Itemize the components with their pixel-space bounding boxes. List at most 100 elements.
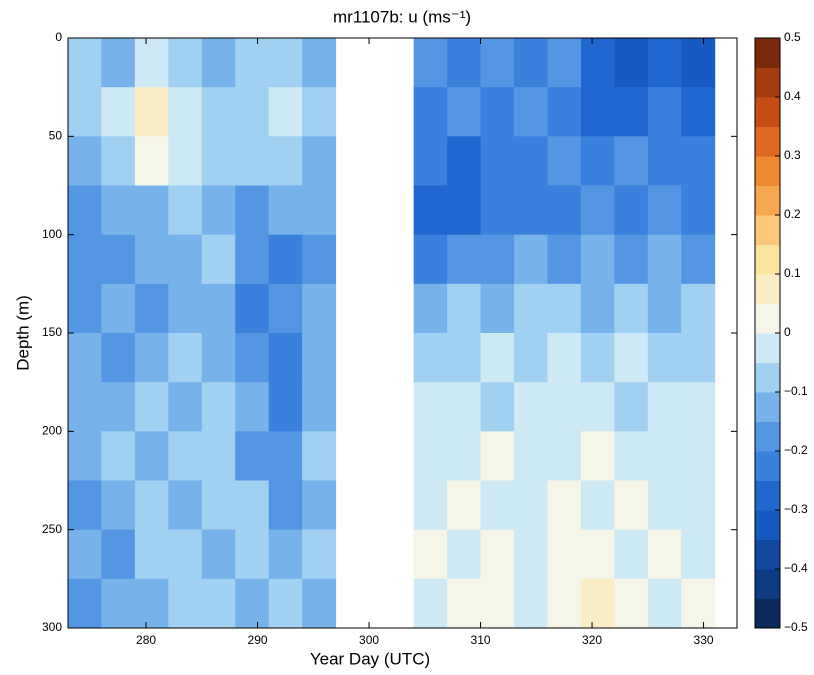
heat-cell [168,529,203,580]
heat-cell [235,529,270,580]
heat-cell [480,136,515,186]
heat-cell [201,38,236,88]
heat-cell [681,578,716,629]
heat-cell [201,87,236,137]
heat-cell [614,578,649,629]
x-tick-label: 300 [359,633,379,647]
heat-cell [647,529,682,580]
heat-cell [447,136,482,186]
heat-cell [647,234,682,285]
heat-cell [413,136,448,186]
heat-cell [268,136,303,186]
heat-cell [168,87,203,137]
x-axis-label: Year Day (UTC) [310,649,430,668]
heat-cell [201,431,236,481]
colorbar-band [755,185,780,216]
colorbar-band [755,333,780,363]
y-tick-label: 100 [42,227,62,241]
heat-cell [302,382,337,432]
heat-cell [447,480,482,531]
heat-cell [101,87,136,137]
colorbar-tick-label: −0.3 [784,502,808,516]
heat-cell [168,431,203,481]
heat-cell [681,529,716,580]
heat-cell [134,87,169,137]
heat-cell [302,87,337,137]
heat-cell [547,87,582,137]
heat-cell [647,333,682,383]
heat-cell [302,185,337,236]
heat-cell [235,185,270,236]
heat-cell [514,136,548,186]
y-tick-label: 200 [42,424,62,438]
heat-cell [235,38,270,88]
colorbar-band [755,569,780,599]
heat-cell [447,382,482,432]
heat-cell [413,431,448,481]
heat-cell [168,333,203,383]
heat-cell [447,578,482,629]
heat-cell [480,185,515,236]
heat-cell [614,234,649,285]
heat-cell [134,333,169,383]
heat-cell [547,382,582,432]
heat-cell [68,529,102,580]
heat-cell [580,578,615,629]
heat-cell [447,234,482,285]
heat-cell [235,480,270,531]
heat-cell [235,234,270,285]
heat-cell [614,431,649,481]
heat-cell [302,480,337,531]
heat-cell [134,234,169,285]
heat-cell [681,87,716,137]
heat-cell [134,480,169,531]
chart-title: mr1107b: u (ms⁻¹) [333,7,471,26]
heat-cell [235,431,270,481]
heat-cell [614,185,649,236]
heat-cell [547,185,582,236]
heat-cell [68,87,102,137]
heat-cell [647,578,682,629]
heat-cell [235,578,270,629]
colorbar-band [755,156,780,186]
heat-cell [580,185,615,236]
heat-cell [514,87,548,137]
colorbar-tick-label: 0.4 [784,89,801,103]
heat-cell [235,283,270,334]
heat-cell [201,529,236,580]
heat-cell [302,578,337,629]
heat-cell [68,431,102,481]
heat-cell [302,529,337,580]
heat-cell [614,87,649,137]
heat-cell [302,333,337,383]
y-tick-label: 50 [49,129,63,143]
heat-cell [647,87,682,137]
colorbar-tick-label: 0.5 [784,30,801,44]
heat-cell [268,333,303,383]
heat-cell [647,480,682,531]
heat-cell [447,185,482,236]
heat-cell [268,38,303,88]
heat-cell [480,283,515,334]
heat-cell [413,529,448,580]
heat-cell [647,185,682,236]
heat-cell [302,38,337,88]
heat-cell [302,283,337,334]
heat-cell [68,578,102,629]
heat-cell [580,480,615,531]
heat-cell [514,38,548,88]
x-tick-label: 290 [248,633,268,647]
heat-cell [268,529,303,580]
heat-cell [134,578,169,629]
heat-cell [201,480,236,531]
colorbar-band [755,539,780,570]
heat-cell [614,136,649,186]
heat-cell [614,283,649,334]
heat-cell [201,136,236,186]
heat-cell [480,333,515,383]
heat-cell [101,38,136,88]
colorbar-band [755,480,780,511]
heat-cell [101,431,136,481]
colorbar-band [755,38,780,68]
heat-cell [413,578,448,629]
